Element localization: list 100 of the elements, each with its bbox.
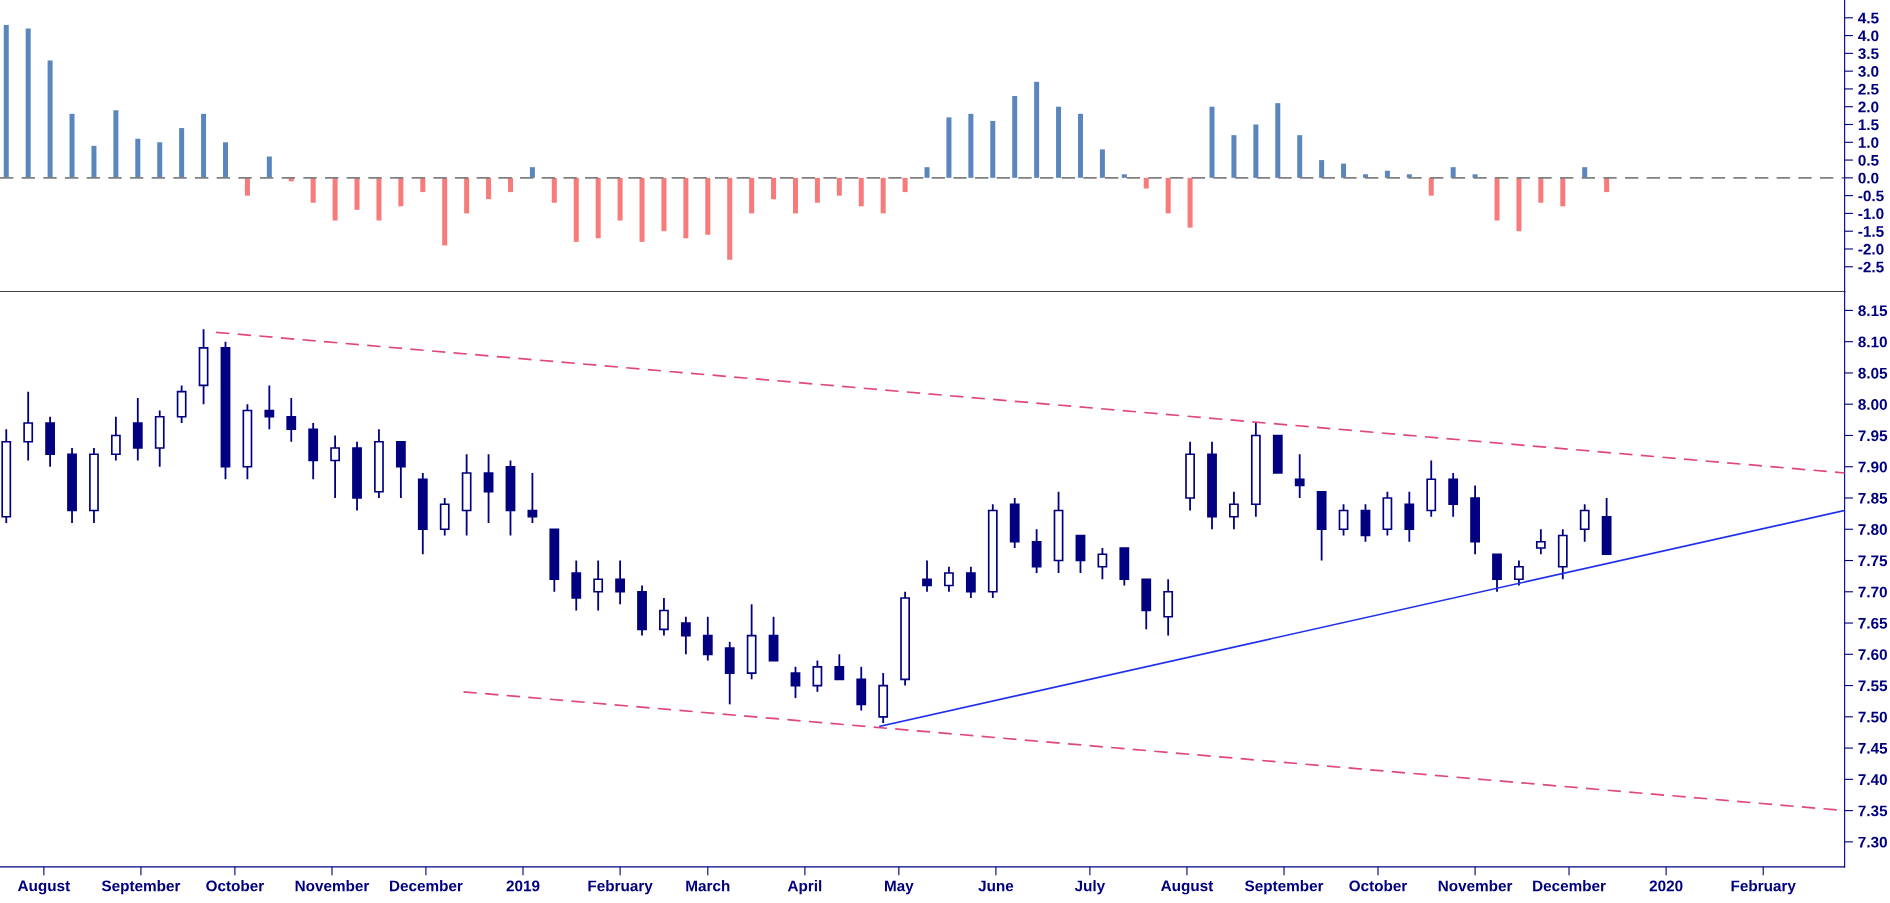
bar — [376, 177, 382, 221]
bar — [1253, 124, 1259, 178]
y-tick-label: 4.0 — [1858, 30, 1879, 42]
bar — [946, 117, 952, 178]
bar — [266, 156, 272, 178]
bar — [1077, 113, 1083, 178]
bar — [705, 177, 711, 235]
bar — [3, 24, 9, 178]
candlestick — [1097, 547, 1108, 581]
bar — [25, 28, 31, 178]
bar — [69, 113, 75, 178]
x-tick-label: December — [1533, 880, 1606, 892]
candlestick — [1535, 528, 1546, 556]
y-tick-label: 7.65 — [1858, 617, 1888, 629]
y-tick-label: 7.35 — [1858, 805, 1888, 817]
bar — [639, 177, 645, 242]
candlestick — [944, 565, 954, 593]
bar — [902, 177, 908, 193]
bar — [1012, 96, 1018, 178]
bar — [968, 113, 974, 178]
y-tick-label: -1.0 — [1858, 208, 1884, 220]
y-tick-label: 0.0 — [1858, 172, 1879, 184]
bar — [1034, 81, 1040, 178]
bar — [47, 60, 53, 178]
candlestick — [790, 665, 801, 699]
bar — [683, 177, 689, 239]
bar — [661, 177, 667, 232]
x-tick-label: October — [1349, 880, 1408, 892]
candlestick — [264, 384, 275, 431]
x-tick-label: November — [295, 880, 370, 892]
bar — [1450, 167, 1456, 178]
y-tick-label: 7.80 — [1858, 524, 1887, 535]
y-tick-label: 1.0 — [1858, 137, 1879, 148]
y-tick-label: 7.95 — [1858, 430, 1888, 442]
bar — [442, 177, 448, 246]
y-tick-label: 7.50 — [1858, 711, 1887, 723]
y-tick-label: 8.15 — [1858, 305, 1888, 317]
bar — [464, 177, 470, 214]
x-tick-label: September — [101, 880, 181, 895]
bar — [1319, 160, 1325, 178]
x-tick-label: June — [978, 880, 1014, 892]
x-tick-label: August — [1161, 880, 1214, 895]
bar — [135, 138, 141, 178]
bar — [1209, 106, 1215, 178]
bar — [1604, 177, 1610, 193]
y-tick-label: 8.05 — [1858, 367, 1888, 379]
bar — [1494, 177, 1500, 221]
bar — [332, 177, 338, 221]
bar — [179, 128, 185, 178]
bar — [617, 177, 623, 221]
y-tick-label: 3.0 — [1858, 66, 1879, 77]
bar — [727, 177, 733, 260]
candlestick — [1514, 559, 1524, 587]
bar — [1297, 135, 1303, 178]
bar — [529, 167, 535, 178]
y-tick-label: 7.55 — [1858, 680, 1888, 692]
x-tick-label: July — [1074, 880, 1106, 895]
y-tick-label: 1.5 — [1858, 119, 1879, 131]
y-tick-label: 0.5 — [1858, 154, 1879, 166]
bar — [1165, 177, 1171, 214]
bar — [1099, 149, 1105, 178]
x-tick-label: December — [390, 880, 463, 892]
y-tick-label: 4.5 — [1858, 12, 1879, 24]
candlestick — [702, 615, 713, 662]
y-tick-label: 7.40 — [1858, 774, 1887, 786]
candlestick — [1338, 503, 1349, 537]
bar — [1538, 177, 1544, 203]
bar — [201, 113, 207, 178]
candlestick — [965, 565, 976, 599]
bar — [814, 177, 820, 203]
bar — [792, 177, 798, 214]
y-tick-label: 7.60 — [1858, 649, 1887, 660]
bar — [1428, 177, 1434, 196]
bar — [990, 120, 996, 178]
candlestick — [812, 659, 823, 693]
bar — [113, 110, 119, 178]
candlestick — [1579, 503, 1590, 543]
candlestick — [330, 434, 341, 499]
bar — [880, 177, 886, 214]
bar — [1187, 177, 1193, 228]
candlestick — [615, 559, 626, 606]
bar — [1341, 163, 1347, 178]
x-tick-label: April — [787, 880, 822, 895]
x-tick-label: February — [1731, 880, 1796, 895]
x-tick-label: February — [588, 880, 653, 895]
bar — [1516, 177, 1522, 232]
candlestick — [286, 397, 297, 443]
y-tick-label: -1.5 — [1858, 226, 1884, 237]
candlestick — [922, 559, 932, 593]
bar — [507, 177, 513, 193]
y-tick-label: 7.45 — [1858, 743, 1888, 754]
candlestick — [110, 415, 121, 462]
bar — [486, 177, 492, 200]
bar — [354, 177, 360, 210]
x-tick-label: 2020 — [1649, 880, 1683, 892]
bar — [573, 177, 579, 242]
x-tick-label: September — [1245, 880, 1324, 895]
y-tick-label: 7.70 — [1858, 586, 1887, 598]
bar — [836, 177, 842, 196]
bar — [1582, 167, 1588, 178]
